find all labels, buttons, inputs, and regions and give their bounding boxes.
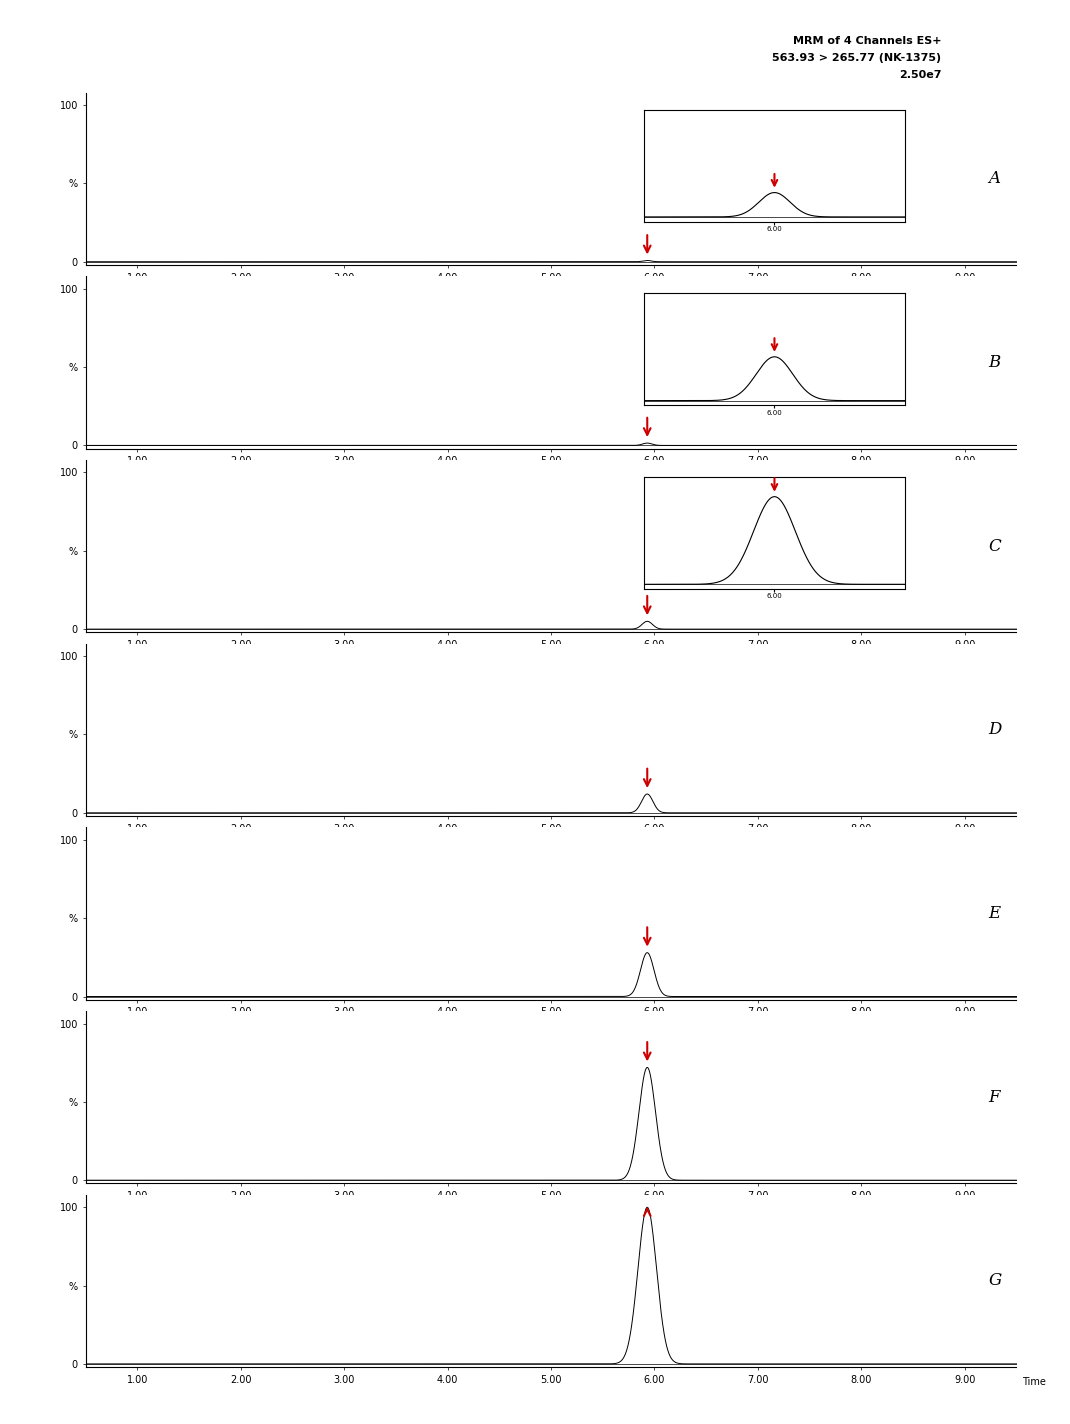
Text: 563.93 > 265.77 (NK-1375): 563.93 > 265.77 (NK-1375): [773, 53, 942, 63]
Text: Time: Time: [1022, 1377, 1045, 1387]
Text: C: C: [989, 538, 1002, 554]
Text: B: B: [989, 355, 1000, 370]
Text: G: G: [989, 1273, 1002, 1289]
Text: F: F: [989, 1089, 1000, 1105]
Text: E: E: [989, 906, 1000, 921]
Text: A: A: [989, 171, 1000, 187]
Text: D: D: [989, 722, 1002, 738]
Text: 2.50e7: 2.50e7: [899, 70, 942, 80]
Text: MRM of 4 Channels ES+: MRM of 4 Channels ES+: [793, 36, 942, 46]
